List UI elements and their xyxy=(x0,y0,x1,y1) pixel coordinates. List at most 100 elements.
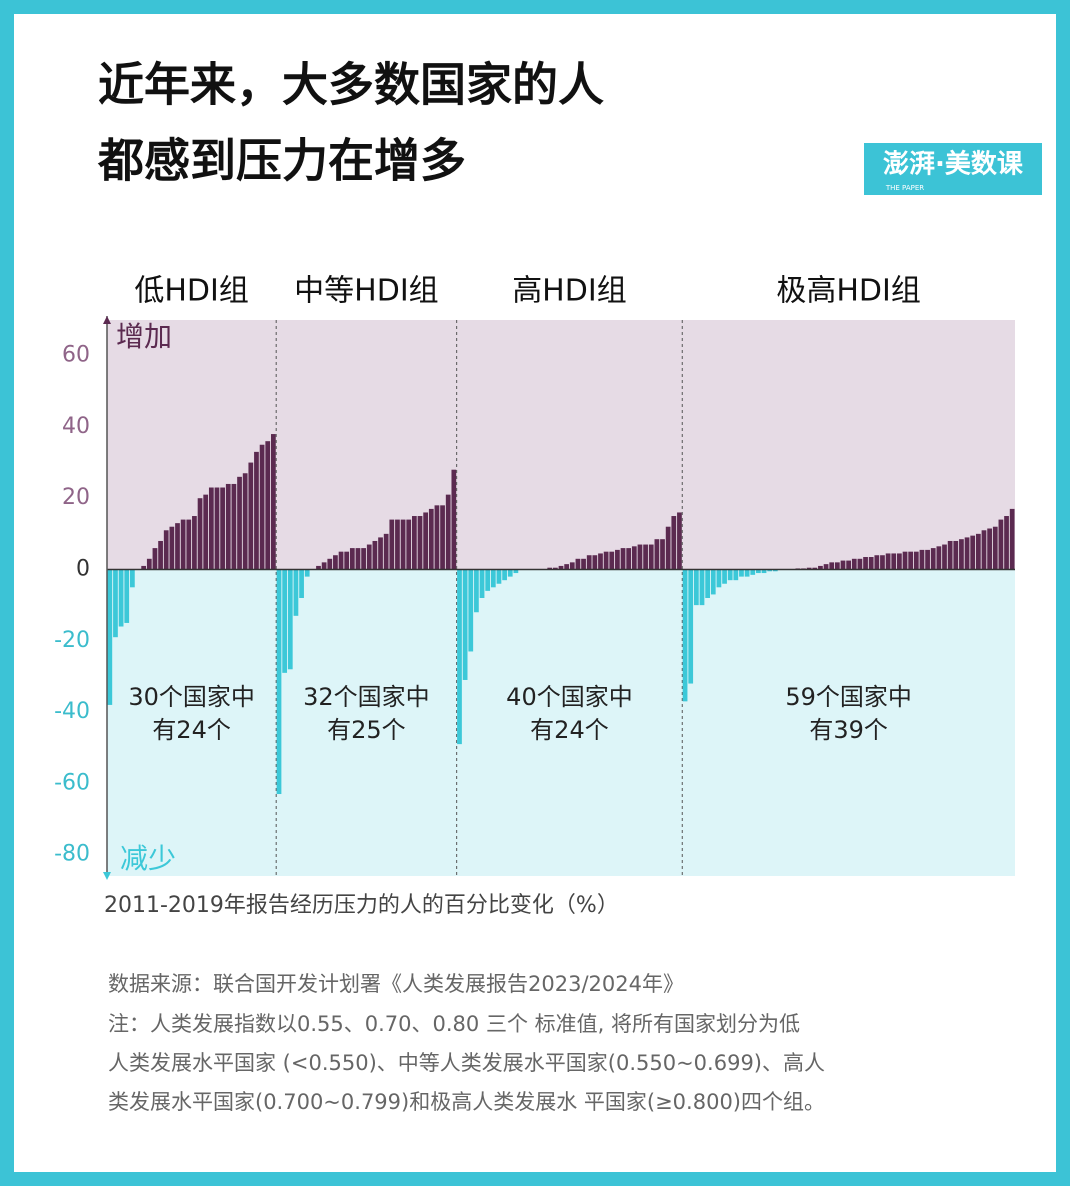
bar xyxy=(333,555,338,570)
bar xyxy=(186,519,192,570)
bar xyxy=(237,476,242,570)
note: 注：人类发展指数以0.55、0.70、0.80 三个 标准值, 将所有国家划分为… xyxy=(108,1012,800,1036)
bar xyxy=(338,551,344,570)
bar xyxy=(564,564,570,570)
logo: 澎湃·美数课 xyxy=(883,149,1024,180)
bar xyxy=(152,548,158,570)
bar xyxy=(812,567,818,570)
bar xyxy=(316,565,321,570)
bar xyxy=(440,505,445,570)
bar xyxy=(772,569,778,572)
bar xyxy=(863,557,868,570)
bar xyxy=(479,569,485,598)
bar xyxy=(242,473,248,570)
bar xyxy=(254,451,259,570)
y-tick-label: 20 xyxy=(62,485,90,510)
bar xyxy=(739,569,744,577)
bar xyxy=(671,516,677,570)
bar xyxy=(344,551,350,570)
bar xyxy=(975,533,981,570)
bar xyxy=(575,558,581,570)
bar xyxy=(327,558,333,570)
bar xyxy=(220,487,225,570)
bar xyxy=(981,530,987,570)
bar xyxy=(180,519,186,570)
bar xyxy=(733,569,739,581)
bar xyxy=(716,569,722,588)
bar xyxy=(834,562,840,570)
bar xyxy=(490,569,496,588)
y-tick-label: -40 xyxy=(54,699,90,724)
bar xyxy=(265,441,271,570)
bar xyxy=(767,569,773,572)
bar xyxy=(271,434,276,570)
bar xyxy=(919,549,925,570)
bar xyxy=(868,557,874,570)
bar xyxy=(507,569,513,577)
bar xyxy=(1009,508,1015,570)
bar xyxy=(592,555,598,570)
bar xyxy=(880,555,885,570)
bar xyxy=(693,569,699,606)
bar xyxy=(682,569,688,702)
down-label: 减少 xyxy=(120,842,176,875)
bar xyxy=(547,567,553,570)
bar xyxy=(395,519,400,570)
bar xyxy=(276,569,282,795)
bar xyxy=(953,540,959,570)
bar xyxy=(609,551,615,570)
group-note: 32个国家中 xyxy=(303,683,430,711)
bar xyxy=(225,483,231,570)
bar xyxy=(287,569,293,670)
arrow-up xyxy=(103,316,111,324)
bar xyxy=(423,512,429,570)
bar xyxy=(400,519,406,570)
bar xyxy=(992,526,998,570)
bar xyxy=(175,523,180,570)
bar xyxy=(964,537,970,570)
note: 人类发展水平国家 (<0.550)、中等人类发展水平国家(0.550~0.699… xyxy=(108,1051,825,1075)
bar xyxy=(874,555,880,570)
group-note: 有39个 xyxy=(809,716,888,744)
bar xyxy=(677,512,682,570)
bar xyxy=(942,544,947,570)
bar xyxy=(998,519,1004,570)
bar xyxy=(829,562,835,570)
group-note: 有24个 xyxy=(152,716,231,744)
bar xyxy=(124,569,130,623)
x-axis-label: 2011-2019年报告经历压力的人的百分比变化（%） xyxy=(104,893,619,918)
title: 近年来，大多数国家的人 xyxy=(98,58,604,112)
bar xyxy=(615,549,620,570)
bar xyxy=(654,539,660,570)
logo-box xyxy=(864,143,1042,195)
bar xyxy=(434,505,440,570)
bar xyxy=(502,569,507,581)
bar xyxy=(840,560,846,570)
bar xyxy=(378,537,383,570)
y-tick-label: 60 xyxy=(62,343,90,368)
note: 类发展水平国家(0.700~0.799)和极高人类发展水 平国家(≥0.800)… xyxy=(108,1090,825,1114)
bar xyxy=(598,553,603,570)
bar xyxy=(722,569,727,584)
group-note: 59个国家中 xyxy=(785,683,912,711)
bar xyxy=(913,551,919,570)
bar xyxy=(818,565,823,570)
bar xyxy=(925,549,930,570)
bar xyxy=(727,569,733,581)
bar xyxy=(936,546,942,570)
bar xyxy=(761,569,767,574)
bar xyxy=(930,548,936,570)
bar xyxy=(299,569,304,598)
bar xyxy=(146,558,152,570)
y-tick-label: -60 xyxy=(54,770,90,795)
bar xyxy=(113,569,118,638)
bar xyxy=(231,483,237,570)
title: 都感到压力在增多 xyxy=(97,134,466,188)
bar xyxy=(987,528,992,570)
group-note: 有24个 xyxy=(530,716,609,744)
bar xyxy=(823,564,829,570)
bar xyxy=(750,569,756,575)
group-note: 30个国家中 xyxy=(128,683,255,711)
bar xyxy=(586,555,592,570)
group-title: 中等HDI组 xyxy=(294,274,439,309)
